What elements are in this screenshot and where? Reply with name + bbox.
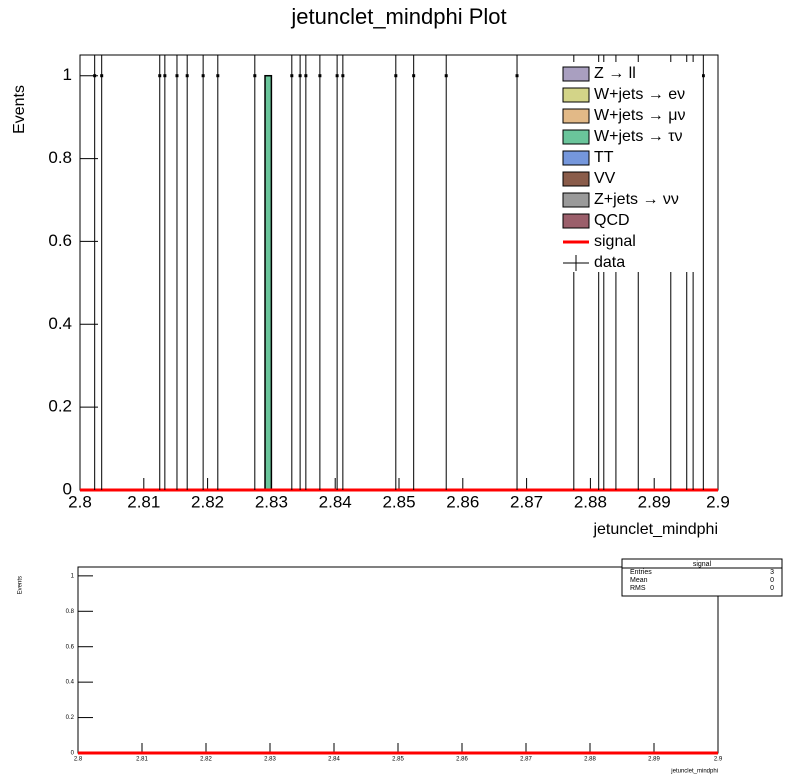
stats-label: Entries bbox=[630, 569, 652, 576]
y-axis-label: Events bbox=[11, 85, 28, 134]
x-tick-label: 2.8 bbox=[74, 757, 83, 763]
legend-label: W+jets → μν bbox=[594, 107, 685, 124]
stats-value: 0 bbox=[770, 585, 774, 592]
x-tick-label: 2.89 bbox=[638, 492, 671, 511]
y-tick-label: 0.4 bbox=[66, 680, 75, 686]
legend-label: QCD bbox=[594, 212, 630, 229]
x-tick-label: 2.85 bbox=[382, 492, 415, 511]
data-point bbox=[93, 74, 97, 78]
x-tick-label: 2.87 bbox=[520, 757, 532, 763]
legend-swatch bbox=[562, 213, 590, 229]
stats-label: Mean bbox=[630, 577, 648, 584]
x-tick-label: 2.82 bbox=[191, 492, 224, 511]
stack-bar bbox=[264, 74, 273, 491]
data-point bbox=[444, 74, 448, 78]
y-tick-label: 1 bbox=[71, 573, 75, 579]
legend-swatch bbox=[562, 66, 590, 82]
y-tick-label: 0.8 bbox=[66, 609, 75, 615]
x-tick-label: 2.86 bbox=[456, 757, 468, 763]
x-tick-label: 2.81 bbox=[127, 492, 160, 511]
x-tick-label: 2.9 bbox=[706, 492, 730, 511]
stats-title: signal bbox=[693, 561, 712, 568]
stats-value: 0 bbox=[770, 577, 774, 584]
y-tick-label: 0.6 bbox=[66, 644, 75, 650]
x-tick-label: 2.83 bbox=[255, 492, 288, 511]
stats-box bbox=[621, 558, 783, 597]
legend-swatch bbox=[562, 129, 590, 145]
y-tick-label: 0 bbox=[63, 479, 72, 498]
data-point bbox=[335, 74, 339, 78]
x-tick-label: 2.84 bbox=[328, 757, 340, 763]
x-tick-label: 2.88 bbox=[584, 757, 596, 763]
x-axis-label: jetunclet_mindphi bbox=[592, 521, 718, 538]
stats-label: RMS bbox=[630, 585, 646, 592]
x-tick-label: 2.89 bbox=[648, 757, 660, 763]
x-tick-label: 2.88 bbox=[574, 492, 607, 511]
y-tick-label: 0.2 bbox=[66, 715, 75, 721]
data-point bbox=[341, 74, 345, 78]
y-tick-label: 0.6 bbox=[48, 231, 72, 250]
stats-value: 3 bbox=[770, 569, 774, 576]
chart-title: jetunclet_mindphi Plot bbox=[290, 4, 506, 29]
data-point bbox=[318, 74, 322, 78]
y-axis-label: Events bbox=[18, 576, 24, 594]
y-tick-label: 1 bbox=[63, 65, 72, 84]
x-tick-label: 2.82 bbox=[200, 757, 212, 763]
data-point bbox=[158, 74, 162, 78]
x-tick-label: 2.81 bbox=[136, 757, 148, 763]
legend-swatch bbox=[562, 171, 590, 187]
x-tick-label: 2.87 bbox=[510, 492, 543, 511]
data-point bbox=[175, 74, 179, 78]
legend-label: signal bbox=[594, 233, 636, 250]
y-tick-label: 0.2 bbox=[48, 397, 72, 416]
legend-label: TT bbox=[594, 149, 614, 166]
data-point bbox=[100, 74, 104, 78]
data-point bbox=[412, 74, 416, 78]
data-point bbox=[163, 74, 167, 78]
data-point bbox=[298, 74, 302, 78]
legend-swatch bbox=[562, 87, 590, 103]
data-point bbox=[515, 74, 519, 78]
x-tick-label: 2.8 bbox=[68, 492, 92, 511]
y-tick-label: 0.8 bbox=[48, 148, 72, 167]
data-point bbox=[253, 74, 257, 78]
data-point bbox=[201, 74, 205, 78]
x-tick-label: 2.9 bbox=[714, 757, 723, 763]
y-tick-label: 0.4 bbox=[48, 314, 72, 333]
legend-swatch bbox=[562, 192, 590, 208]
data-point bbox=[394, 74, 398, 78]
x-tick-label: 2.86 bbox=[446, 492, 479, 511]
legend-label: W+jets → eν bbox=[594, 86, 685, 103]
legend-label: W+jets → τν bbox=[594, 128, 683, 145]
data-point bbox=[304, 74, 308, 78]
plot-frame bbox=[77, 566, 719, 754]
legend-swatch bbox=[562, 150, 590, 166]
y-tick-label: 0 bbox=[71, 751, 75, 757]
legend-label: data bbox=[594, 254, 625, 271]
legend-label: VV bbox=[594, 170, 616, 187]
data-point bbox=[216, 74, 220, 78]
x-tick-label: 2.84 bbox=[319, 492, 352, 511]
x-axis-label: jetunclet_mindphi bbox=[670, 769, 718, 775]
legend-label: Z+jets → νν bbox=[594, 191, 679, 208]
data-point bbox=[701, 74, 705, 78]
data-point bbox=[290, 74, 294, 78]
legend-swatch bbox=[562, 108, 590, 124]
x-tick-label: 2.85 bbox=[392, 757, 404, 763]
data-point bbox=[185, 74, 189, 78]
legend-label: Z → ll bbox=[594, 65, 636, 82]
x-tick-label: 2.83 bbox=[264, 757, 276, 763]
